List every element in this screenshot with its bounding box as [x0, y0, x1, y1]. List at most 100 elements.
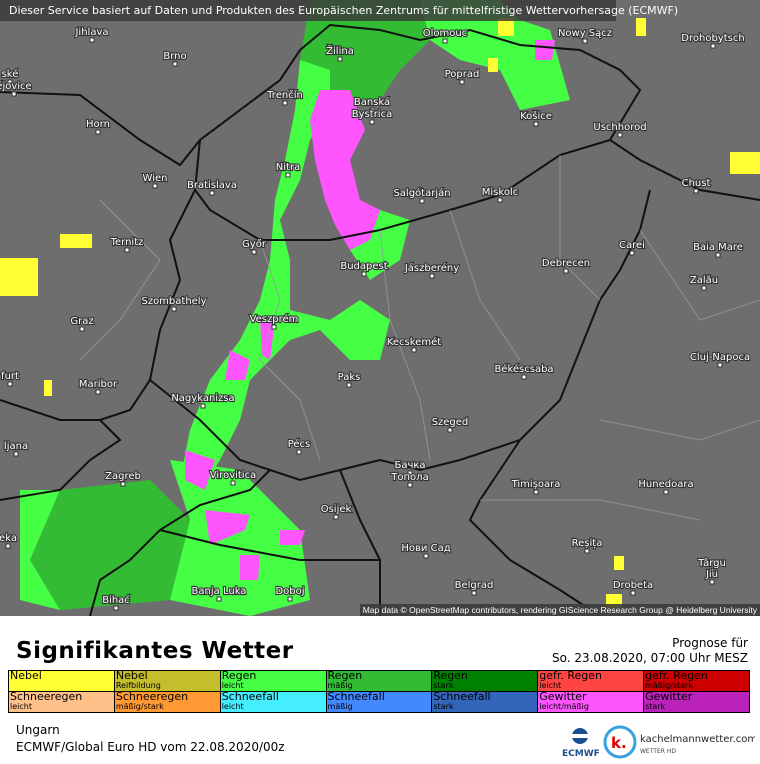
city-marker	[251, 249, 257, 255]
city-marker	[582, 38, 588, 44]
legend: Nebel Nebel Reifbildung Regen leicht Regen mäß…	[8, 670, 750, 713]
city-marker	[120, 481, 126, 487]
city-marker	[5, 543, 11, 549]
region-name: Ungarn	[16, 723, 60, 737]
city-marker	[230, 480, 236, 486]
city-marker	[285, 172, 291, 178]
city-marker	[369, 119, 375, 125]
city-label: Jászberény	[404, 262, 459, 274]
weather-map[interactable]: Jihlava Brno Drohobytsch Žilina Poprad Trenčí…	[0, 0, 760, 616]
city-marker	[497, 197, 503, 203]
city-marker	[630, 590, 636, 596]
legend-item: gefr. Regen leicht	[537, 669, 645, 692]
city-label: Zagreb	[105, 471, 141, 482]
legend-item: Gewitter leicht/mäßig	[537, 691, 645, 713]
city-label: Carei	[619, 240, 645, 251]
legend-item: gefr. Regen mäßig/stark	[643, 669, 750, 692]
city-marker	[563, 268, 569, 274]
city-marker	[7, 79, 13, 85]
city-marker	[407, 482, 413, 488]
city-marker	[471, 590, 477, 596]
city-marker	[113, 605, 119, 611]
legend-item: Nebel	[8, 669, 115, 692]
legend-item: Schneeregen mäßig/stark	[113, 691, 221, 713]
city-label: Hunedoara	[638, 479, 693, 490]
city-marker	[287, 596, 293, 602]
city-label: Târgu	[697, 557, 726, 569]
city-label: Győr	[242, 238, 267, 250]
city-label: Chust	[682, 178, 711, 189]
city-marker	[89, 37, 95, 43]
city-label: Zalău	[690, 275, 718, 286]
city-label: Banská	[354, 96, 390, 108]
legend-label: gefr. Regen	[645, 669, 708, 682]
city-marker	[346, 382, 352, 388]
city-marker	[13, 451, 19, 457]
logos: ECMWF k. kachelmannwetter.com WETTER HD	[560, 724, 757, 760]
legend-sublabel: stark	[433, 681, 454, 690]
legend-label: Nebel	[10, 669, 42, 682]
svg-text:WETTER HD: WETTER HD	[640, 748, 676, 755]
legend-item: Nebel Reifbildung	[113, 670, 221, 692]
city-marker	[411, 347, 417, 353]
city-label: Wien	[143, 173, 168, 184]
city-marker	[429, 273, 435, 279]
city-label: Uschhorod	[593, 122, 646, 133]
legend-sublabel: mäßig	[327, 681, 353, 690]
city-label: Jiu	[705, 569, 718, 580]
city-label: Belgrad	[455, 580, 494, 591]
city-label: Maribor	[79, 379, 118, 390]
city-marker	[407, 470, 413, 476]
city-label: Reșița	[572, 538, 603, 549]
city-label: Nitra	[276, 162, 300, 173]
city-label: eka	[0, 533, 17, 544]
city-label: Нови Сад	[401, 543, 450, 554]
city-label: Kecskemét	[387, 336, 441, 348]
city-label: Miskolc	[482, 187, 518, 198]
legend-sublabel: leicht	[221, 681, 244, 690]
legend-label: gefr. Regen	[539, 669, 602, 682]
city-label: ljana	[4, 441, 28, 452]
city-marker	[333, 514, 339, 520]
legend-label: Gewitter	[645, 690, 693, 703]
city-label: Bratislava	[187, 180, 237, 191]
city-marker	[282, 100, 288, 106]
city-label: Brno	[163, 51, 186, 62]
city-marker	[95, 129, 101, 135]
city-label: Szeged	[432, 417, 469, 428]
city-label: Doboj	[275, 586, 304, 597]
precip-rain-moderate	[30, 0, 430, 610]
svg-text:kachelmannwetter.com: kachelmannwetter.com	[640, 734, 755, 745]
city-marker	[629, 250, 635, 256]
page-title: Signifikantes Wetter	[16, 638, 294, 664]
map-attribution[interactable]: Map data © OpenStreetMap contributors, r…	[359, 604, 760, 616]
city-label: Pécs	[288, 438, 311, 450]
city-label: ějovice	[0, 80, 32, 92]
city-marker	[533, 489, 539, 495]
city-marker	[717, 362, 723, 368]
city-marker	[459, 79, 465, 85]
city-marker	[152, 183, 158, 189]
city-marker	[442, 38, 448, 44]
city-marker	[521, 374, 527, 380]
county-borders	[79, 155, 760, 521]
legend-item: Schneeregen leicht	[8, 690, 115, 713]
legend-sublabel: mäßig/stark	[645, 681, 693, 690]
country-borders	[0, 23, 760, 616]
legend-sublabel: leicht	[10, 702, 32, 711]
city-marker	[617, 132, 623, 138]
city-label: Szombathely	[141, 296, 206, 307]
city-label: Ternitz	[110, 237, 144, 248]
city-label: Trenčín	[266, 89, 303, 101]
city-marker	[7, 381, 13, 387]
legend-label: Regen	[327, 669, 363, 682]
city-marker	[361, 271, 367, 277]
legend-sublabel: stark	[433, 702, 454, 711]
legend-sublabel: leicht/mäßig	[539, 702, 589, 711]
city-label: Olomouc	[423, 28, 467, 39]
legend-label: Schneeregen	[10, 690, 83, 703]
city-marker	[584, 548, 590, 554]
city-marker	[693, 188, 699, 194]
city-labels: Jihlava Brno Drohobytsch Žilina Poprad Trenčí…	[0, 26, 751, 611]
city-marker	[95, 389, 101, 395]
